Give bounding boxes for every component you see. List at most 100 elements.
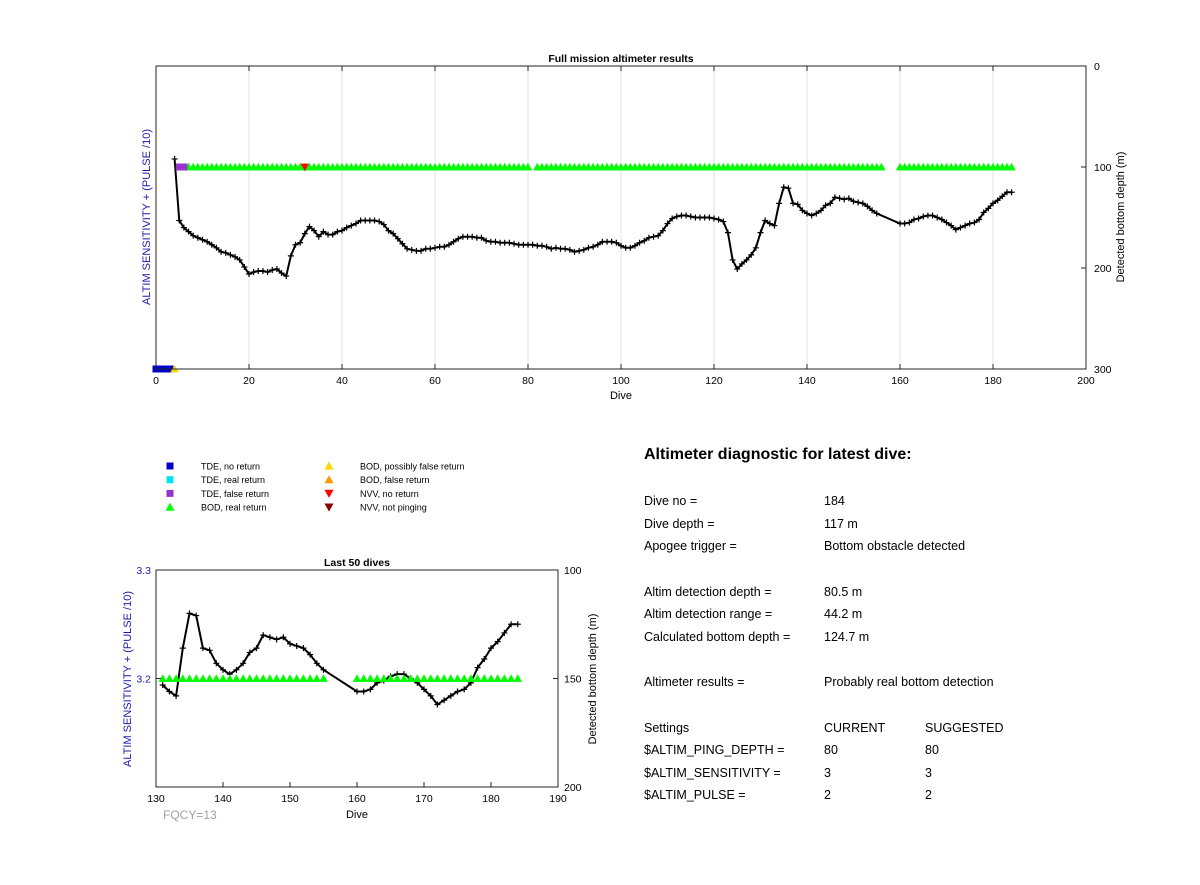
bod-real-return-marker [232,674,241,682]
x-tick-label: 200 [1077,375,1095,387]
depth-marker [343,224,350,231]
depth-marker [348,222,355,229]
legend-marker [324,475,334,484]
depth-marker [971,219,978,226]
diag-label: Altimeter results = [644,675,745,689]
depth-marker [233,666,240,673]
depth-marker [186,610,193,617]
depth-marker [962,222,969,229]
x-tick-label: 140 [798,375,816,387]
depth-marker [418,247,425,254]
x-tick-label: 0 [153,375,159,387]
depth-marker [822,202,829,209]
x-tick-label: 20 [243,375,255,387]
diagnostic-title: Altimeter diagnostic for latest dive: [644,446,912,463]
depth-marker [752,244,759,251]
y-left-tick-label: 3.2 [136,674,151,686]
bod-real-return-marker [513,674,522,682]
depth-marker [273,636,280,643]
x-tick-label: 120 [705,375,723,387]
depth-marker [738,260,745,267]
diag-value: 184 [824,494,845,508]
bod-real-return-marker [399,674,409,682]
bod-real-return-marker [366,674,375,682]
y-right-tick-label: 300 [1094,364,1112,376]
bod-real-return-marker [305,674,315,682]
diag-label: Altim detection depth = [644,585,772,599]
depth-marker [320,228,327,235]
bod-real-return-marker [506,674,516,682]
depth-marker [873,210,880,217]
depth-marker [687,213,694,220]
x-tick-label: 180 [482,793,500,805]
setting-current: 80 [824,743,838,757]
depth-marker [929,212,936,219]
depth-marker [283,273,290,280]
depth-marker [948,222,955,229]
x-tick-label: 130 [147,793,165,805]
depth-marker [743,256,750,263]
bod-real-return-marker [877,162,886,171]
depth-marker [354,688,360,695]
depth-marker [306,223,313,230]
depth-marker [297,239,304,246]
depth-marker [501,629,508,636]
depth-marker [952,226,959,233]
bod-real-return-marker [466,674,476,682]
depth-marker [445,241,452,248]
diag-label: Dive no = [644,494,698,508]
depth-marker [631,242,638,249]
legend-marker [324,461,334,470]
depth-marker [376,218,383,225]
setting-suggested: 80 [925,743,939,757]
depth-marker [957,224,964,231]
bod-real-return-marker [480,674,489,682]
legend-label: TDE, real return [201,475,265,485]
bod-real-return-marker [393,674,402,682]
depth-marker [864,203,871,210]
depth-marker [478,234,485,241]
bod-real-return-marker [352,674,362,682]
depth-marker [250,269,257,276]
depth-marker [246,649,253,656]
bod-real-return-marker [439,674,449,682]
depth-marker [529,241,536,248]
depth-marker [432,244,438,251]
bod-real-return-marker [500,674,509,682]
depth-marker [450,238,457,245]
depth-marker [367,686,374,693]
depth-marker [757,229,764,236]
depth-marker [329,231,336,238]
depth-marker [794,201,801,208]
depth-marker [206,647,213,654]
diag-value: 117 m [824,517,858,531]
depth-marker [339,227,345,234]
last-50-left-ylabel: ALTIM SENSITIVITY + (PULSE /10) [122,591,134,767]
depth-marker [352,220,359,227]
bod-real-return-marker [453,674,462,682]
y-right-tick-label: 0 [1094,61,1100,73]
y-right-tick-label: 200 [564,782,582,794]
depth-marker [618,242,624,249]
depth-marker [514,621,521,628]
depth-marker [817,207,824,214]
depth-marker [455,235,462,242]
x-tick-label: 100 [612,375,630,387]
depth-marker [720,218,727,225]
depth-marker [474,664,481,671]
depth-marker [483,237,490,244]
depth-marker [938,216,945,223]
depth-marker [831,194,838,201]
depth-marker [780,184,787,191]
bod-real-return-marker [292,674,301,682]
depth-marker [762,217,769,224]
bod-real-return-marker [379,674,388,682]
bod-real-return-marker [419,674,429,682]
setting-suggested: 3 [925,766,932,780]
depth-marker [180,224,187,231]
bod-real-return-marker [460,674,469,682]
bod-real-return-marker [252,674,261,682]
depth-marker [915,215,922,222]
last-50-xlabel: Dive [346,809,368,821]
bod-real-return-marker [386,674,395,682]
